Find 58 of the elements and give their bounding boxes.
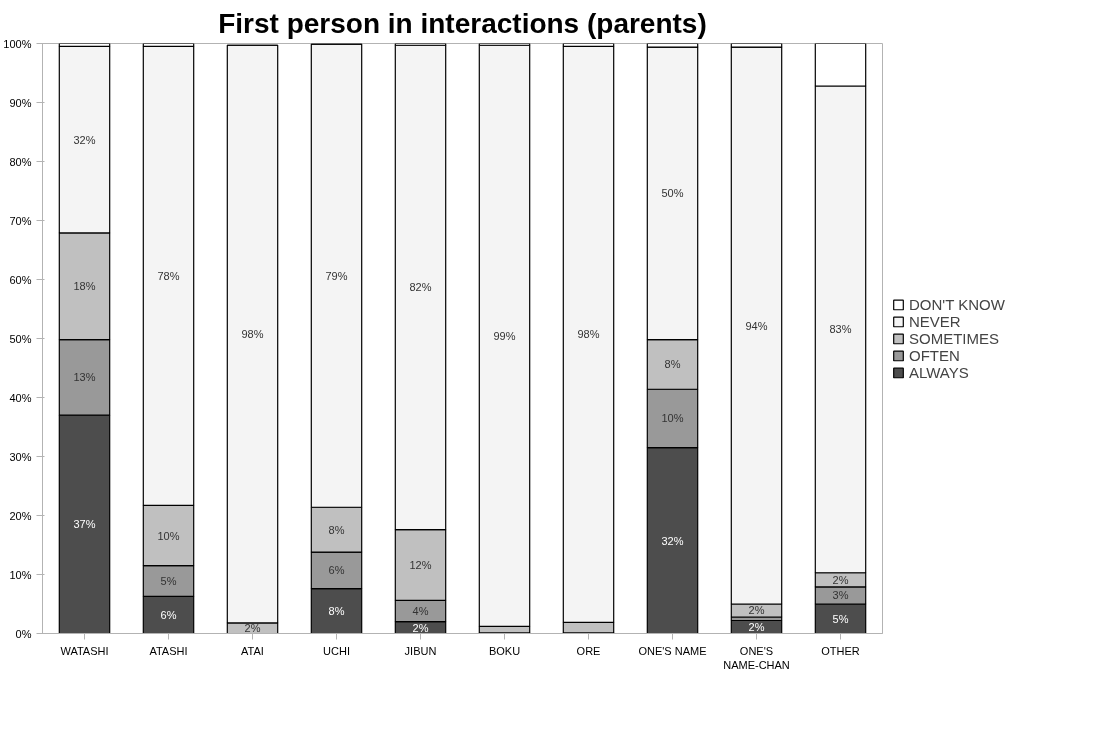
data-label: 5% [832,612,849,625]
data-label: 32% [661,534,684,547]
data-label: 2% [748,621,765,634]
data-label: 79% [325,269,348,282]
x-tick-label: ATAI [241,644,264,657]
x-tick-label: ONE'S NAME [638,644,707,657]
x-tick-label: WATASHI [60,644,109,657]
data-label: 8% [328,523,345,536]
legend-label: NEVER [909,312,961,330]
x-tick-label: JIBUN [404,644,437,657]
legend-label: SOMETIMES [909,329,1000,347]
data-label: 6% [160,608,177,621]
data-label: 5% [160,574,177,587]
y-tick-label: 10% [9,568,32,581]
x-tick-label: BOKU [488,644,521,657]
data-label: 8% [664,358,681,371]
y-tick-label: 30% [9,450,32,463]
legend-label: OFTEN [909,346,960,364]
y-tick-label: 0% [15,627,32,640]
data-label: 13% [73,371,96,384]
data-label: 10% [157,529,180,542]
y-tick-label: 100% [3,37,32,50]
data-label: 18% [73,280,96,293]
chart-title: First person in interactions (parents) [218,7,707,39]
x-tick-label: OTHER [821,644,860,657]
y-tick-label: 40% [9,391,32,404]
data-label: 4% [412,605,429,618]
data-label: 37% [73,518,96,531]
y-tick-label: 70% [9,214,32,227]
data-label: 2% [748,604,765,617]
legend-label: ALWAYS [909,363,969,381]
y-tick-label: 50% [9,332,32,345]
data-label: 2% [832,573,849,586]
x-tick-label: ONE'S NAME-CHAN [723,644,790,671]
data-label: 10% [661,412,684,425]
x-tick-label: ATASHI [149,644,188,657]
x-tick-label: ORE [576,644,601,657]
data-label: 98% [577,328,600,341]
data-label: 82% [409,281,432,294]
y-tick-label: 60% [9,273,32,286]
data-label: 6% [328,564,345,577]
data-label: 78% [157,269,180,282]
data-label: 8% [328,605,345,618]
y-tick-label: 20% [9,509,32,522]
data-label: 83% [829,323,852,336]
data-label: 94% [745,319,768,332]
data-label: 2% [244,622,261,635]
data-label: 3% [832,589,849,602]
data-label: 98% [241,328,264,341]
legend-label: DON'T KNOW [909,295,1005,313]
data-label: 50% [661,187,684,200]
y-tick-label: 80% [9,155,32,168]
data-label: 2% [412,621,429,634]
data-label: 32% [73,133,96,146]
y-tick-label: 90% [9,96,32,109]
data-label: 99% [493,329,516,342]
x-tick-label: UCHI [323,644,350,657]
data-label: 12% [409,559,432,572]
